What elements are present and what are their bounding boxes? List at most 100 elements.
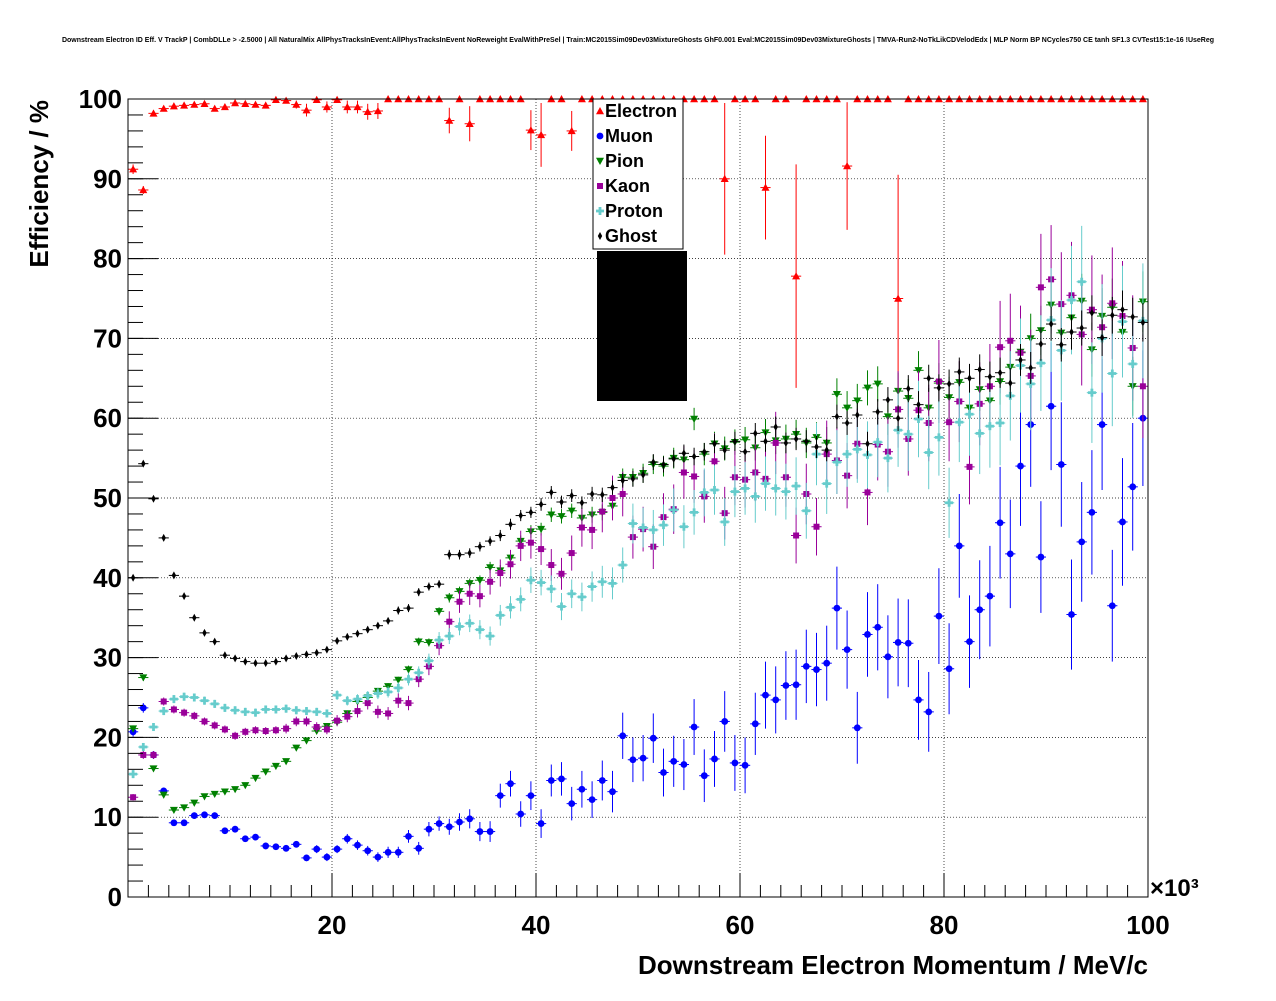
muon-marker [527, 792, 535, 800]
muon-point [587, 781, 598, 818]
electron-marker [445, 116, 454, 124]
proton-marker [700, 488, 709, 497]
electron-marker [261, 101, 270, 109]
ghost-point [1076, 310, 1087, 346]
kaon-marker [354, 708, 361, 715]
proton-point [434, 632, 445, 649]
ghost-point [699, 442, 710, 461]
ghost-point [270, 657, 281, 666]
ghost-point [168, 571, 179, 580]
proton-marker [588, 582, 597, 591]
kaon-marker [374, 708, 381, 715]
ghost-point [709, 434, 720, 454]
y-tick-label: 30 [93, 643, 122, 673]
y-tick-label: 60 [93, 403, 122, 433]
kaon-marker [201, 718, 208, 725]
proton-marker [486, 632, 495, 641]
muon-point [1005, 499, 1016, 609]
plus-bar [1080, 277, 1084, 286]
x-tick-label: 100 [1126, 910, 1169, 940]
muon-marker [323, 853, 331, 861]
pion-marker [435, 608, 444, 616]
plus-bar [233, 706, 237, 715]
plus-bar [254, 708, 257, 717]
ghost-marker [436, 580, 442, 589]
pion-point [230, 786, 241, 794]
proton-marker [220, 703, 229, 712]
muon-marker [904, 639, 912, 647]
proton-point [128, 770, 139, 779]
muon-point [984, 545, 995, 647]
proton-marker [1036, 359, 1045, 368]
electron-point [260, 101, 271, 109]
pion-point [250, 774, 261, 783]
pion-marker [843, 404, 852, 412]
ghost-marker [538, 500, 544, 509]
kaon-point [311, 722, 322, 732]
kaon-marker [609, 495, 616, 501]
plus-bar [509, 603, 512, 612]
pion-point [474, 575, 485, 585]
plus-bar [927, 448, 931, 457]
x-axis-title: Downstream Electron Momentum / MeV/c [638, 950, 1148, 980]
proton-marker [200, 696, 209, 705]
ghost-marker [294, 652, 299, 661]
proton-marker [761, 479, 770, 488]
kaon-point [403, 695, 414, 711]
proton-point [474, 620, 485, 640]
muon-point [444, 818, 455, 835]
muon-marker [945, 665, 953, 673]
electron-point [719, 102, 730, 255]
muon-marker [792, 681, 800, 689]
plus-bar [203, 696, 206, 705]
proton-point [270, 705, 281, 714]
ghost-marker [1099, 333, 1105, 342]
proton-marker [639, 523, 648, 532]
proton-marker [353, 695, 362, 704]
muon-marker [496, 792, 504, 800]
proton-marker [883, 454, 892, 463]
ghost-marker [997, 368, 1003, 377]
muon-marker [731, 759, 739, 767]
proton-point [240, 707, 251, 716]
electron-point [536, 102, 547, 167]
ghost-point [607, 480, 618, 495]
kaon-marker [497, 570, 504, 577]
muon-point [597, 760, 608, 801]
kaon-point [301, 716, 312, 727]
muon-marker [252, 833, 259, 841]
ghost-marker [283, 654, 289, 663]
ghost-point [219, 651, 230, 660]
muon-point [923, 671, 934, 752]
muon-marker [384, 848, 392, 856]
proton-point [281, 704, 292, 713]
kaon-point [342, 711, 353, 723]
ghost-marker [906, 384, 911, 393]
proton-point [179, 692, 190, 701]
legend-entry-electron: Electron [596, 101, 677, 121]
muon-marker [1006, 550, 1014, 558]
muon-point [1015, 406, 1026, 526]
proton-marker [322, 709, 331, 718]
ghost-marker [314, 648, 319, 657]
plus-bar [1090, 388, 1094, 397]
kaon-point [230, 731, 241, 740]
ghost-point [801, 430, 812, 453]
proton-point [974, 392, 985, 475]
muon-marker [537, 820, 545, 827]
kaon-point [393, 693, 404, 708]
muon-marker [425, 825, 433, 833]
proton-marker [741, 484, 750, 493]
ghost-point [189, 613, 200, 622]
muon-marker [1047, 402, 1055, 410]
ghost-marker [457, 550, 462, 559]
ghost-marker [1069, 328, 1074, 337]
pion-point [423, 638, 434, 647]
proton-point [740, 462, 751, 515]
plus-bar [968, 410, 971, 419]
ghost-point [944, 369, 955, 399]
muon-point [658, 748, 669, 797]
ghost-marker [640, 470, 646, 479]
muon-point [974, 560, 985, 660]
muon-point [648, 713, 659, 763]
